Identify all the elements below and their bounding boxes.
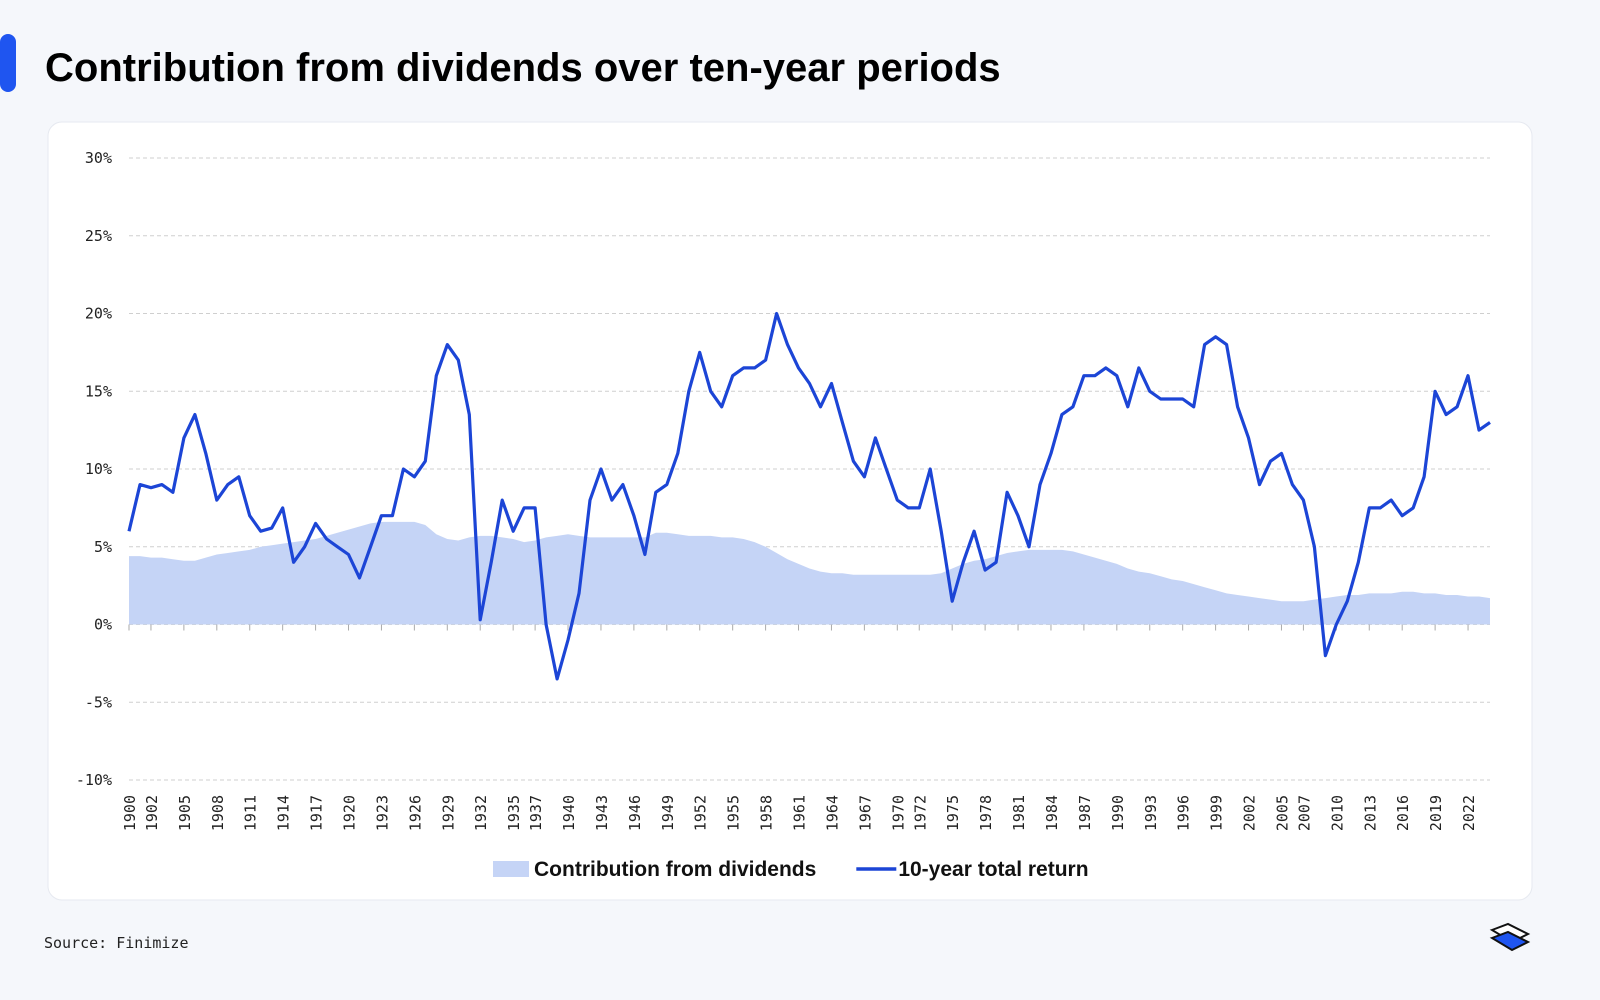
- area: [129, 521, 1490, 625]
- x-tick-label: 1932: [472, 795, 490, 831]
- x-tick-label: 1975: [944, 795, 962, 831]
- x-tick-label: 1996: [1175, 795, 1193, 831]
- x-tick-label: 1926: [406, 795, 424, 831]
- x-tick-label: 2005: [1273, 795, 1291, 831]
- x-tick-label: 1958: [758, 795, 776, 831]
- x-tick-label: 2016: [1394, 795, 1412, 831]
- x-tick-label: 1900: [121, 795, 139, 831]
- y-tick-label: 20%: [85, 305, 112, 323]
- y-tick-label: 0%: [94, 616, 112, 634]
- x-tick-label: 1993: [1142, 795, 1160, 831]
- x-tick-label: 1943: [593, 795, 611, 831]
- x-tick-label: 1937: [527, 795, 545, 831]
- x-tick-label: 1946: [626, 795, 644, 831]
- x-tick-label: 1940: [560, 795, 578, 831]
- x-tick-label: 2007: [1295, 795, 1313, 831]
- x-tick-label: 1972: [911, 795, 929, 831]
- x-tick-label: 1981: [1010, 795, 1028, 831]
- line: [127, 311, 1491, 681]
- x-tick-label: 1952: [692, 795, 710, 831]
- x-tick-label: 1999: [1208, 795, 1226, 831]
- x-tick-label: 1967: [856, 795, 874, 831]
- y-tick-label: 10%: [85, 460, 112, 478]
- x-tick-label: 1955: [725, 795, 743, 831]
- x-tick-label: 1987: [1076, 795, 1094, 831]
- x-tick-label: 1902: [143, 795, 161, 831]
- legend-label: Contribution from dividends: [534, 858, 816, 881]
- x-tick-label: 2013: [1361, 795, 1379, 831]
- legend-swatch: [493, 861, 529, 877]
- x-tick-label: 1984: [1043, 795, 1061, 831]
- title-tab: [0, 34, 16, 92]
- y-tick-label: -10%: [76, 771, 112, 789]
- x-tick-label: 1905: [176, 795, 194, 831]
- x-tick-label: 1961: [791, 795, 809, 831]
- y-tick-label: 25%: [85, 227, 112, 245]
- x-tick-label: 1929: [439, 795, 457, 831]
- x-tick-label: 1914: [275, 795, 293, 831]
- chart-card: [47, 121, 1533, 901]
- x-tick-label: 1917: [308, 795, 326, 831]
- legend-label: 10-year total return: [898, 858, 1088, 881]
- x-tick-label: 1949: [659, 795, 677, 831]
- x-tick-label: 1970: [889, 795, 907, 831]
- x-tick-label: 2002: [1241, 795, 1259, 831]
- logo: [1489, 922, 1531, 952]
- x-tick-label: 1908: [209, 795, 227, 831]
- x-tick-label: 2010: [1328, 795, 1346, 831]
- x-tick-label: 1964: [823, 795, 841, 831]
- x-tick-label: 1978: [977, 795, 995, 831]
- x-tick-label: 1990: [1109, 795, 1127, 831]
- y-tick-label: 5%: [94, 538, 112, 556]
- source-note: Source: Finimize: [44, 934, 189, 952]
- chart-title: Contribution from dividends over ten-yea…: [45, 46, 1001, 90]
- x-tick-label: 1935: [505, 795, 523, 831]
- x-tick-label: 1911: [242, 795, 260, 831]
- y-tick-label: 15%: [85, 382, 112, 400]
- y-tick-label: -5%: [85, 693, 112, 711]
- x-tick-label: 2022: [1460, 795, 1478, 831]
- y-tick-label: 30%: [85, 149, 112, 167]
- x-tick-label: 1920: [341, 795, 359, 831]
- x-tick-label: 1923: [373, 795, 391, 831]
- x-tick-label: 2019: [1427, 795, 1445, 831]
